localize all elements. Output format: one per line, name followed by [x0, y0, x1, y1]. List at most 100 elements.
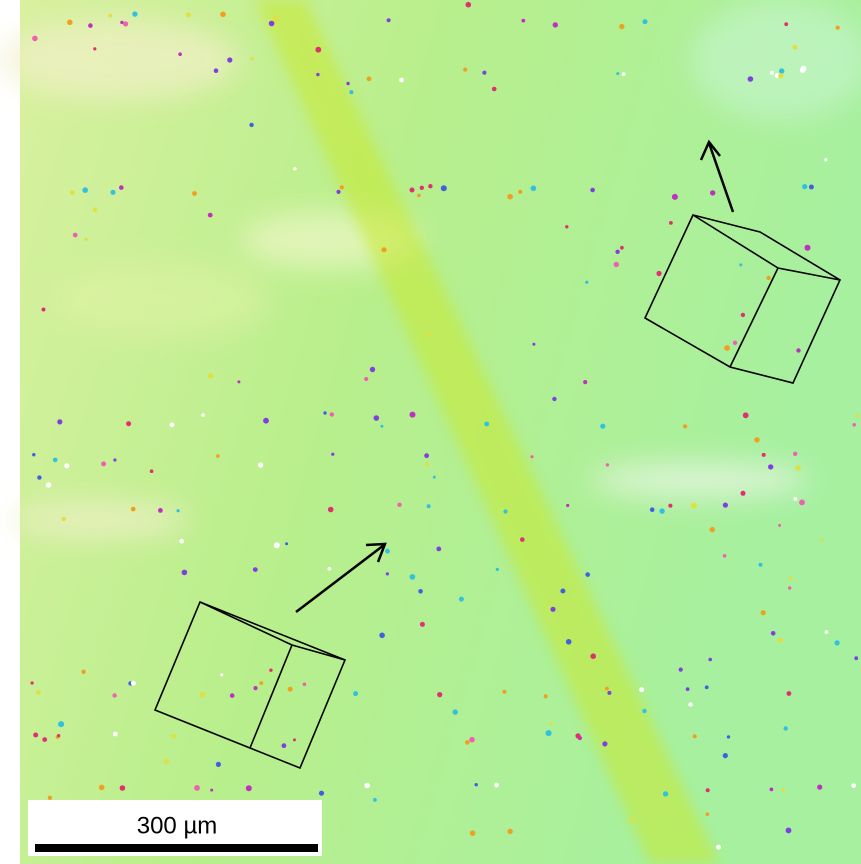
dot [150, 469, 154, 473]
dot [544, 694, 548, 698]
dot [46, 482, 52, 488]
dot [590, 653, 596, 659]
dot [367, 76, 372, 81]
dot [723, 753, 728, 758]
dot [795, 465, 801, 471]
dot [410, 412, 416, 418]
dot [328, 507, 334, 513]
dot [799, 500, 805, 506]
dot [315, 47, 321, 53]
dot [796, 348, 800, 352]
dot [427, 504, 431, 508]
page: 300 µm (() => { const data = JSON.parse(… [0, 0, 861, 864]
dot [642, 709, 646, 713]
dot [269, 669, 272, 672]
dot [723, 554, 727, 558]
dot [285, 542, 288, 545]
dot [273, 17, 279, 23]
dot [364, 783, 370, 789]
dot [253, 686, 257, 690]
dot [427, 333, 431, 337]
dot [123, 21, 128, 26]
dot [836, 26, 840, 30]
dot [784, 726, 788, 730]
dot [194, 785, 200, 791]
dot [336, 190, 340, 194]
dot [602, 741, 607, 746]
dot [759, 563, 763, 567]
dot [101, 461, 106, 466]
dot [825, 630, 829, 634]
dot [469, 737, 475, 743]
dot [659, 508, 664, 513]
dot [503, 509, 507, 513]
dot [668, 504, 672, 508]
dot [73, 233, 78, 238]
dot [436, 547, 441, 552]
dot [131, 681, 136, 686]
dot [37, 475, 41, 479]
dot [851, 783, 856, 788]
dot [835, 640, 840, 645]
dot [88, 23, 93, 28]
dot [743, 412, 749, 418]
dot [178, 52, 182, 56]
dot [492, 87, 497, 92]
dot [778, 637, 783, 642]
dot [417, 194, 421, 198]
dot [672, 194, 678, 200]
dot [590, 188, 595, 193]
dot [710, 527, 715, 532]
dot [606, 463, 609, 466]
dot [748, 76, 754, 82]
dot [817, 785, 822, 790]
dot [854, 656, 858, 660]
dot [787, 691, 792, 696]
dot [470, 830, 476, 836]
dot [177, 509, 180, 512]
dot [809, 185, 814, 190]
dot [227, 57, 232, 62]
dot [379, 633, 385, 639]
dot [771, 631, 776, 636]
dot [585, 572, 590, 577]
dot [36, 690, 41, 695]
dot [821, 539, 824, 542]
dot [619, 24, 624, 29]
dot [553, 22, 558, 27]
dot [237, 380, 240, 383]
dot [370, 367, 375, 372]
dot [741, 313, 745, 317]
dot [186, 12, 191, 17]
dot [437, 692, 442, 697]
dot [614, 262, 619, 267]
dot [293, 738, 296, 741]
dot [53, 458, 58, 463]
dot [754, 437, 759, 442]
dot [691, 503, 697, 509]
dot [208, 373, 214, 379]
dot [200, 692, 206, 698]
dot [82, 187, 88, 193]
dot [710, 190, 715, 195]
dot [67, 20, 73, 26]
dot [182, 570, 188, 576]
dot [316, 73, 319, 76]
dot [788, 586, 791, 589]
dot [494, 783, 499, 788]
dot [616, 72, 619, 75]
ebsd-map: 300 µm [0, 0, 861, 864]
dot [552, 397, 556, 401]
dot [521, 19, 525, 23]
dot [30, 681, 33, 684]
dot [48, 796, 52, 800]
dot [622, 72, 626, 76]
dot [288, 687, 293, 692]
dot [420, 186, 424, 190]
dot [605, 687, 609, 691]
dot [786, 828, 792, 834]
dot [600, 424, 605, 429]
dot [410, 574, 416, 580]
dot [171, 734, 176, 739]
dot [800, 67, 806, 73]
